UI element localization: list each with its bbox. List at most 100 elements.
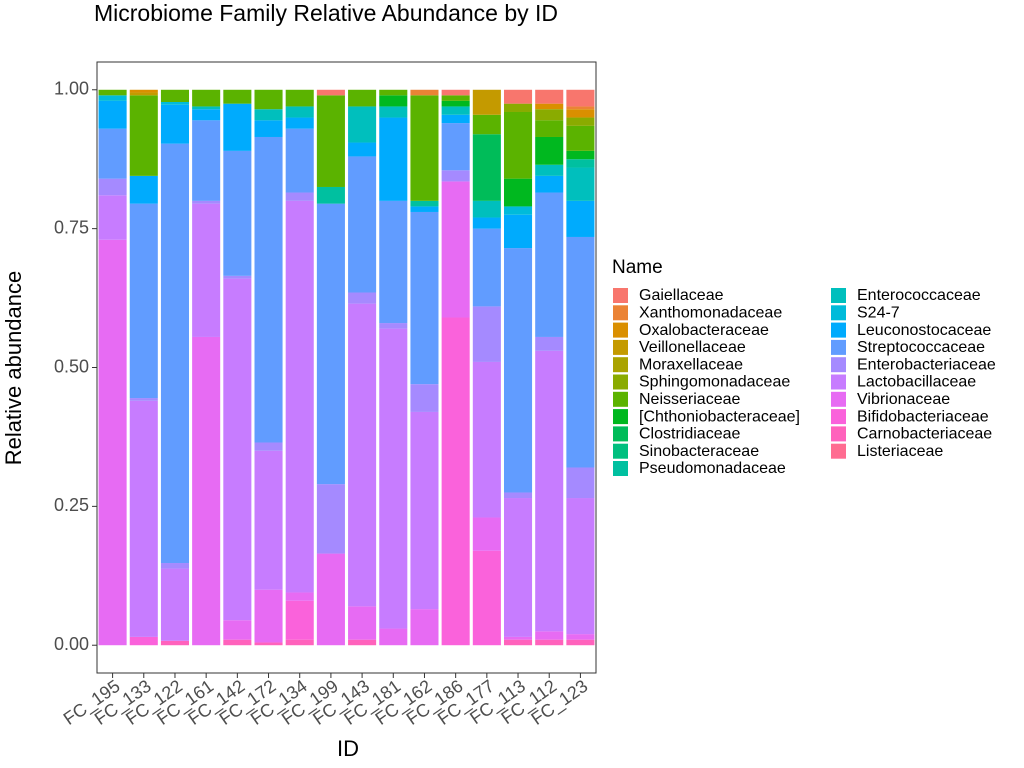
bar-segment: [472, 114, 501, 135]
bar-segment: [410, 95, 439, 201]
bar-segment: [410, 411, 439, 610]
bar-segment: [285, 200, 314, 593]
bar-segment: [223, 150, 252, 276]
bar-segment: [285, 592, 314, 601]
bar-segment: [535, 631, 564, 640]
bar-segment: [535, 336, 564, 351]
bar-segment: [441, 100, 470, 107]
legend-key: [613, 409, 628, 425]
legend-label: Streptococcaceae: [857, 339, 985, 356]
legend-key: [613, 305, 628, 321]
bar-segment: [566, 236, 595, 468]
bar-segment: [348, 606, 377, 640]
legend-label: Sphingomonadaceae: [639, 374, 790, 391]
bar-segment: [535, 120, 564, 137]
bar-segment: [472, 550, 501, 646]
bar-segment: [254, 589, 283, 643]
bar-segment: [129, 636, 158, 646]
bar-segment: [254, 89, 283, 110]
bar-segment: [441, 114, 470, 124]
legend-key: [831, 322, 846, 338]
bar-segment: [379, 328, 408, 629]
bar-segment: [254, 120, 283, 137]
legend-label: Moraxellaceae: [639, 356, 743, 373]
bar-segment: [316, 95, 345, 187]
bar-segment: [566, 106, 595, 110]
bar-segment: [535, 109, 564, 121]
bar-segment: [285, 106, 314, 118]
bar-segment: [566, 498, 595, 635]
bar-segment: [129, 89, 158, 93]
bar-segment: [566, 634, 595, 640]
bar-segment: [192, 109, 221, 121]
bar-segment: [316, 553, 345, 646]
y-tick-label: 0.25: [54, 495, 89, 515]
bar-segment: [566, 109, 595, 118]
legend-key: [613, 288, 628, 303]
legend-title: Name: [612, 257, 663, 278]
bar-segment: [160, 101, 190, 105]
legend-label: Enterobacteriaceae: [857, 356, 996, 373]
bar-segment: [192, 336, 221, 646]
legend-key: [831, 426, 846, 442]
y-tick-label: 0.00: [54, 634, 89, 654]
legend-label: Neisseriaceae: [639, 391, 740, 408]
bar-segment: [472, 306, 501, 362]
legend-key: [831, 391, 846, 407]
bar-segment: [160, 563, 190, 569]
chart-title: Microbiome Family Relative Abundance by …: [94, 0, 558, 26]
bar-segment: [535, 192, 564, 337]
bar-segment: [316, 484, 345, 554]
bar-segment: [503, 639, 533, 646]
bar-segment: [129, 95, 158, 176]
bar-segment: [472, 517, 501, 551]
legend-key: [831, 357, 846, 373]
bar-segment: [223, 275, 252, 279]
bar-segment: [441, 123, 470, 171]
legend-key: [831, 374, 846, 390]
bar-segment: [379, 89, 408, 96]
legend-label: Xanthomonadaceae: [639, 305, 782, 322]
legend-label: Oxalobacteraceae: [639, 322, 769, 339]
bar-segment: [160, 104, 190, 144]
legend-key: [831, 409, 846, 425]
bar-segment: [316, 186, 345, 204]
legend-label: Sinobacteraceae: [639, 443, 759, 460]
bar-segment: [129, 400, 158, 637]
bar-segment: [254, 642, 283, 646]
bar-segment: [441, 181, 470, 318]
y-axis-title: Relative abundance: [1, 271, 26, 465]
bar-segment: [192, 120, 221, 201]
bar-segment: [535, 103, 564, 110]
bar-segment: [410, 609, 439, 646]
bar-segment: [472, 361, 501, 518]
bar-segment: [223, 89, 252, 104]
legend-key: [613, 391, 628, 407]
bar-segment: [472, 217, 501, 229]
bar-segment: [160, 640, 190, 646]
bar-segment: [379, 200, 408, 324]
bar-segment: [160, 568, 190, 641]
bar-segment: [410, 200, 439, 207]
bar-segment: [285, 128, 314, 193]
legend-label: Enterococcaceae: [857, 287, 981, 304]
bar-segment: [98, 178, 127, 196]
bar-segment: [535, 89, 564, 104]
bar-segment: [503, 178, 533, 207]
bar-segment: [441, 106, 470, 115]
bar-segment: [410, 211, 439, 385]
legend-label: Veillonellaceae: [639, 339, 746, 356]
legend-label: Lactobacillaceae: [857, 374, 976, 391]
bar-segment: [503, 248, 533, 493]
bar-segment: [503, 214, 533, 249]
bar-segment: [192, 106, 221, 110]
bar-segment: [441, 170, 470, 182]
bar-segment: [503, 111, 533, 179]
bar-segment: [472, 134, 501, 201]
legend-key: [613, 443, 628, 459]
bar-segment: [566, 467, 595, 499]
bar-segment: [129, 92, 158, 96]
legend-label: Clostridiaceae: [639, 426, 740, 443]
bar-segment: [160, 143, 190, 564]
